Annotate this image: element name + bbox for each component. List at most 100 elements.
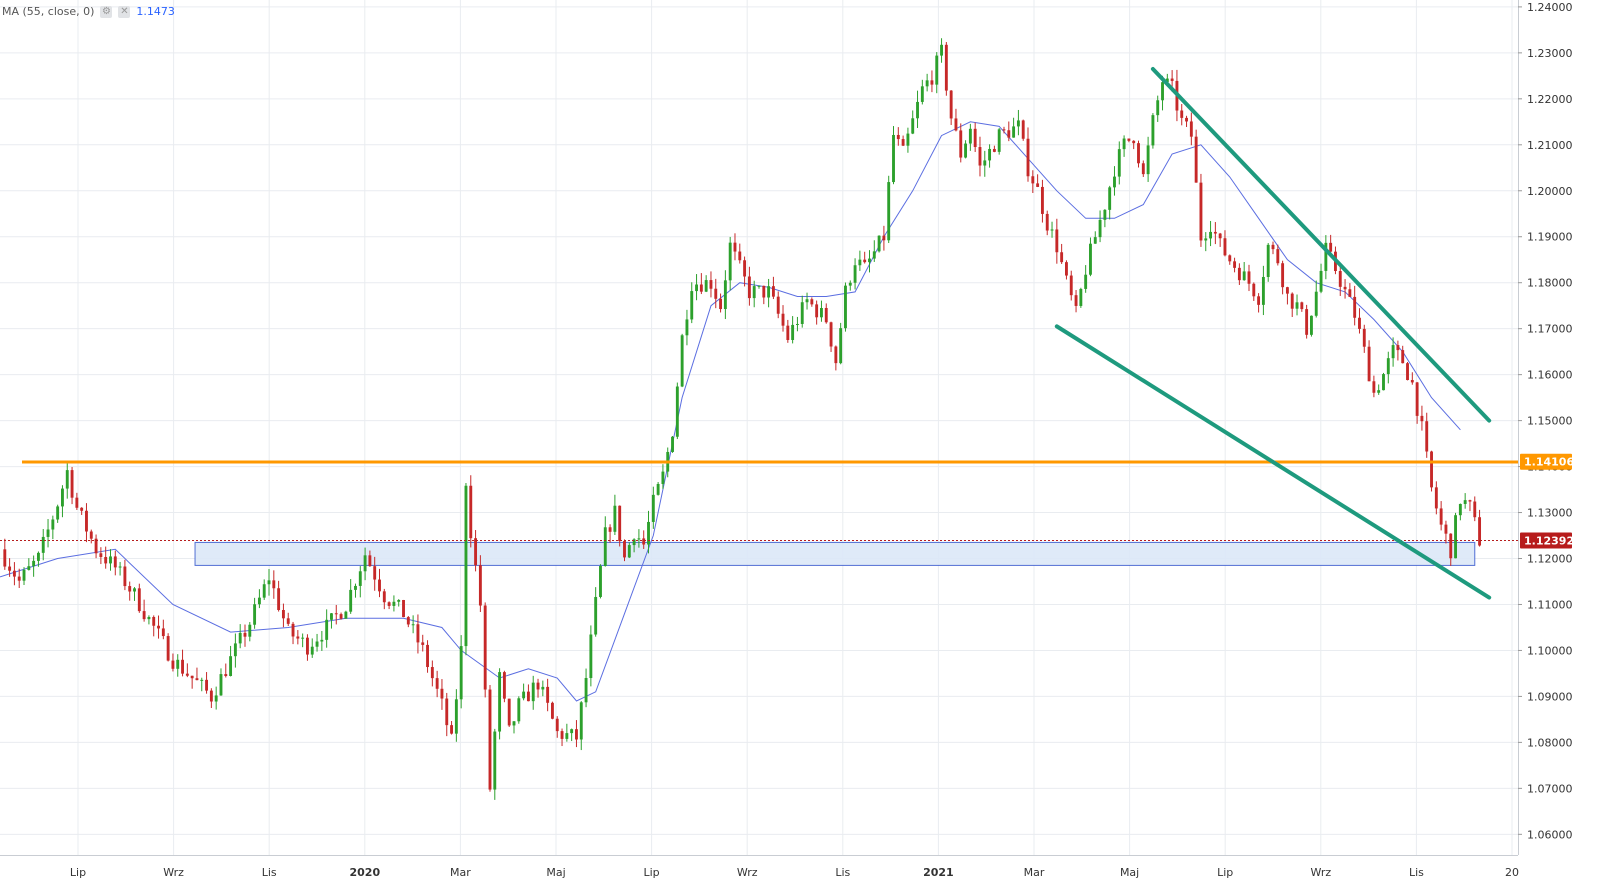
candle-down: [478, 565, 482, 606]
candle-up: [627, 545, 631, 558]
candle-up: [1209, 231, 1212, 239]
time-tick-label: Lip: [1217, 866, 1233, 879]
candle-up: [147, 616, 151, 620]
candle-down: [416, 624, 420, 643]
candle-up: [22, 569, 26, 581]
candle-down: [205, 679, 209, 691]
price-tick-label: 1.20000: [1527, 185, 1573, 198]
candle-down: [137, 588, 141, 612]
candle-up: [872, 251, 876, 259]
candle-up: [1242, 271, 1246, 281]
candle-down: [944, 44, 948, 91]
candle-down: [992, 148, 996, 152]
price-axis[interactable]: 1.24000 1.23000 1.22000 1.21000 1.20000 1.190…: [1518, 0, 1611, 883]
price-axis-bg: [1518, 0, 1611, 883]
candle-up: [522, 691, 526, 699]
candle-down: [12, 570, 16, 577]
candle-down: [810, 299, 814, 305]
candle-down: [1194, 136, 1198, 183]
candle-up: [704, 280, 708, 292]
channel-lower-line: [1054, 324, 1492, 600]
candles-layer: [3, 38, 1482, 800]
time-tick-label: Lip: [644, 866, 660, 879]
time-tick-label: Lis: [262, 866, 277, 879]
candle-down: [1132, 140, 1136, 144]
candle-up: [988, 148, 992, 161]
candle-up: [1108, 187, 1112, 210]
candle-down: [896, 134, 900, 140]
candle-down: [1021, 120, 1025, 139]
candle-down: [978, 147, 982, 166]
candle-down: [829, 322, 833, 347]
grid: [0, 0, 1518, 855]
close-icon[interactable]: ✕: [118, 5, 131, 18]
candle-up: [1454, 515, 1457, 559]
time-tick-label: Mar: [450, 866, 471, 879]
gear-icon[interactable]: ⚙: [100, 5, 113, 18]
candle-down: [1223, 238, 1227, 256]
candle-up: [46, 529, 50, 537]
candle-down: [378, 579, 381, 592]
candle-down: [426, 644, 429, 668]
candle-up: [925, 80, 929, 87]
candle-down: [1276, 249, 1280, 264]
candle-up: [411, 624, 415, 626]
candle-down: [1281, 263, 1285, 288]
support-zone: [194, 541, 1476, 566]
candle-down: [1180, 110, 1184, 118]
candle-down: [286, 618, 290, 624]
candle-down: [786, 325, 790, 340]
candle-down: [1185, 117, 1188, 122]
candle-down: [1045, 213, 1049, 231]
candle-down: [954, 118, 958, 131]
candle-down: [243, 632, 247, 637]
candle-down: [507, 698, 511, 726]
candle-down: [1338, 271, 1342, 287]
support-zone-layer: [194, 541, 1476, 566]
candle-down: [1358, 317, 1361, 329]
candle-up: [248, 624, 252, 637]
candle-down: [474, 538, 478, 566]
candle-down: [1127, 138, 1131, 141]
time-tick-label: Lis: [1409, 866, 1424, 879]
candle-down: [171, 660, 175, 669]
candle-up: [118, 566, 122, 568]
candle-up: [997, 129, 1001, 152]
candle-down: [1031, 176, 1035, 184]
candle-up: [637, 538, 641, 540]
candle-down: [306, 637, 309, 655]
candle-down: [1247, 271, 1251, 284]
price-tick-label: 1.22000: [1527, 93, 1573, 106]
candle-down: [1002, 129, 1006, 131]
candle-down: [1473, 501, 1477, 518]
candle-up: [36, 552, 40, 561]
candle-up: [65, 470, 69, 489]
candle-down: [157, 625, 160, 629]
candle-down: [1218, 233, 1222, 239]
candle-up: [358, 571, 362, 586]
candle-up: [1295, 302, 1299, 309]
candle-up: [1103, 209, 1107, 220]
candle-down: [733, 242, 737, 252]
candle-up: [133, 588, 136, 592]
candle-down: [642, 538, 646, 545]
candle-up: [940, 44, 943, 56]
time-axis[interactable]: Lip Wrz Lis 2020 Mar Maj Lip Wrz Lis 2021 Mar Maj Li…: [0, 855, 1519, 880]
candle-up: [267, 580, 271, 585]
candle-up: [589, 634, 593, 679]
candle-up: [1165, 78, 1169, 83]
candle-up: [1463, 500, 1467, 504]
candle-up: [791, 324, 795, 340]
candle-down: [776, 296, 780, 314]
candle-down: [272, 580, 276, 589]
candle-down: [1074, 295, 1078, 306]
candle-up: [570, 729, 574, 734]
candle-up: [599, 565, 602, 597]
candle-down: [550, 702, 554, 719]
candle-up: [1117, 149, 1121, 177]
candle-down: [161, 628, 165, 637]
candle-down: [1415, 382, 1419, 416]
candle-up: [1016, 120, 1020, 127]
candle-down: [1329, 242, 1333, 252]
